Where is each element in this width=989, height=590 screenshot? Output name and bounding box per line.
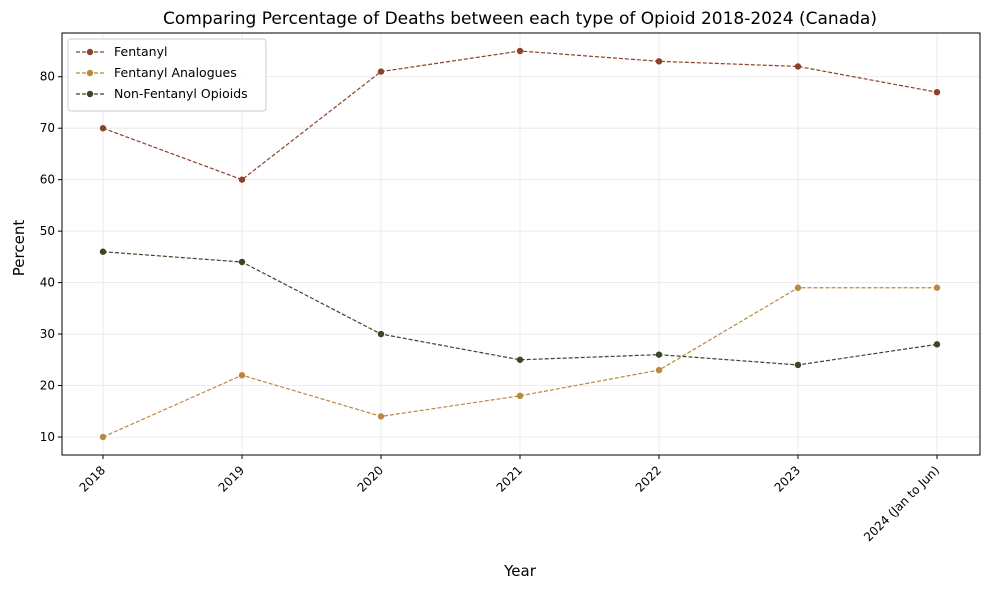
data-point <box>794 63 802 70</box>
grid-lines <box>62 33 980 455</box>
legend-item: Fentanyl <box>76 44 167 59</box>
y-tick-label: 20 <box>40 379 55 393</box>
legend: Fentanyl Fentanyl Analogues Non-Fentanyl O… <box>67 38 267 112</box>
y-tick-label: 30 <box>40 327 55 341</box>
data-point <box>516 392 524 400</box>
data-point <box>377 68 385 75</box>
data-point <box>238 372 246 379</box>
x-tick-label: 2020 <box>355 463 386 494</box>
data-point <box>99 125 107 132</box>
plot-frame <box>61 32 981 456</box>
data-point <box>516 356 524 363</box>
legend-item: Fentanyl Analogues <box>76 65 237 80</box>
data-point <box>238 258 246 266</box>
legend-label: Fentanyl Analogues <box>114 65 237 80</box>
data-point <box>99 248 107 255</box>
data-point <box>655 366 663 374</box>
data-point <box>377 330 385 338</box>
data-point <box>933 88 941 96</box>
y-tick-label: 10 <box>40 430 55 444</box>
x-tick-label: 2022 <box>633 463 664 494</box>
legend-label: Non-Fentanyl Opioids <box>114 86 248 101</box>
x-tick-label: 2019 <box>216 463 247 494</box>
x-axis-label: Year <box>503 562 537 580</box>
data-point <box>794 361 802 369</box>
y-axis-label: Percent <box>10 220 28 277</box>
x-tick-label: 2018 <box>77 463 108 494</box>
series-fentanyl-analogues <box>99 284 941 441</box>
series-layer <box>99 47 941 441</box>
y-tick-label: 70 <box>40 121 55 135</box>
chart-title: Comparing Percentage of Deaths between e… <box>163 9 877 29</box>
y-tick-label: 60 <box>40 173 55 187</box>
y-tick-label: 40 <box>40 276 55 290</box>
legend-swatch-marker <box>86 48 94 56</box>
data-point <box>377 413 385 420</box>
data-point <box>655 58 663 65</box>
legend-swatch-marker <box>86 90 94 98</box>
legend-swatch-marker <box>86 69 94 77</box>
x-tick-label: 2021 <box>494 463 525 494</box>
y-tick-label: 50 <box>40 224 55 238</box>
data-point <box>238 176 246 183</box>
series-fentanyl <box>99 47 941 183</box>
data-point <box>794 284 802 291</box>
x-tick-label: 2023 <box>772 463 803 494</box>
data-point <box>99 433 107 441</box>
legend-label: Fentanyl <box>114 44 167 59</box>
x-tick-label: 2024 (Jan to Jun) <box>861 463 942 544</box>
legend-box <box>67 38 267 112</box>
legend-item: Non-Fentanyl Opioids <box>76 86 248 101</box>
data-point <box>933 341 941 348</box>
data-point <box>933 284 941 291</box>
y-tick-label: 80 <box>40 70 55 84</box>
axis-ticks: 10 20 30 40 50 60 70 80 2018 2019 2020 2021 2022 2023… <box>40 70 942 545</box>
data-point <box>655 351 663 358</box>
series-non-fentanyl-opioids <box>99 248 941 369</box>
data-point <box>516 47 524 55</box>
